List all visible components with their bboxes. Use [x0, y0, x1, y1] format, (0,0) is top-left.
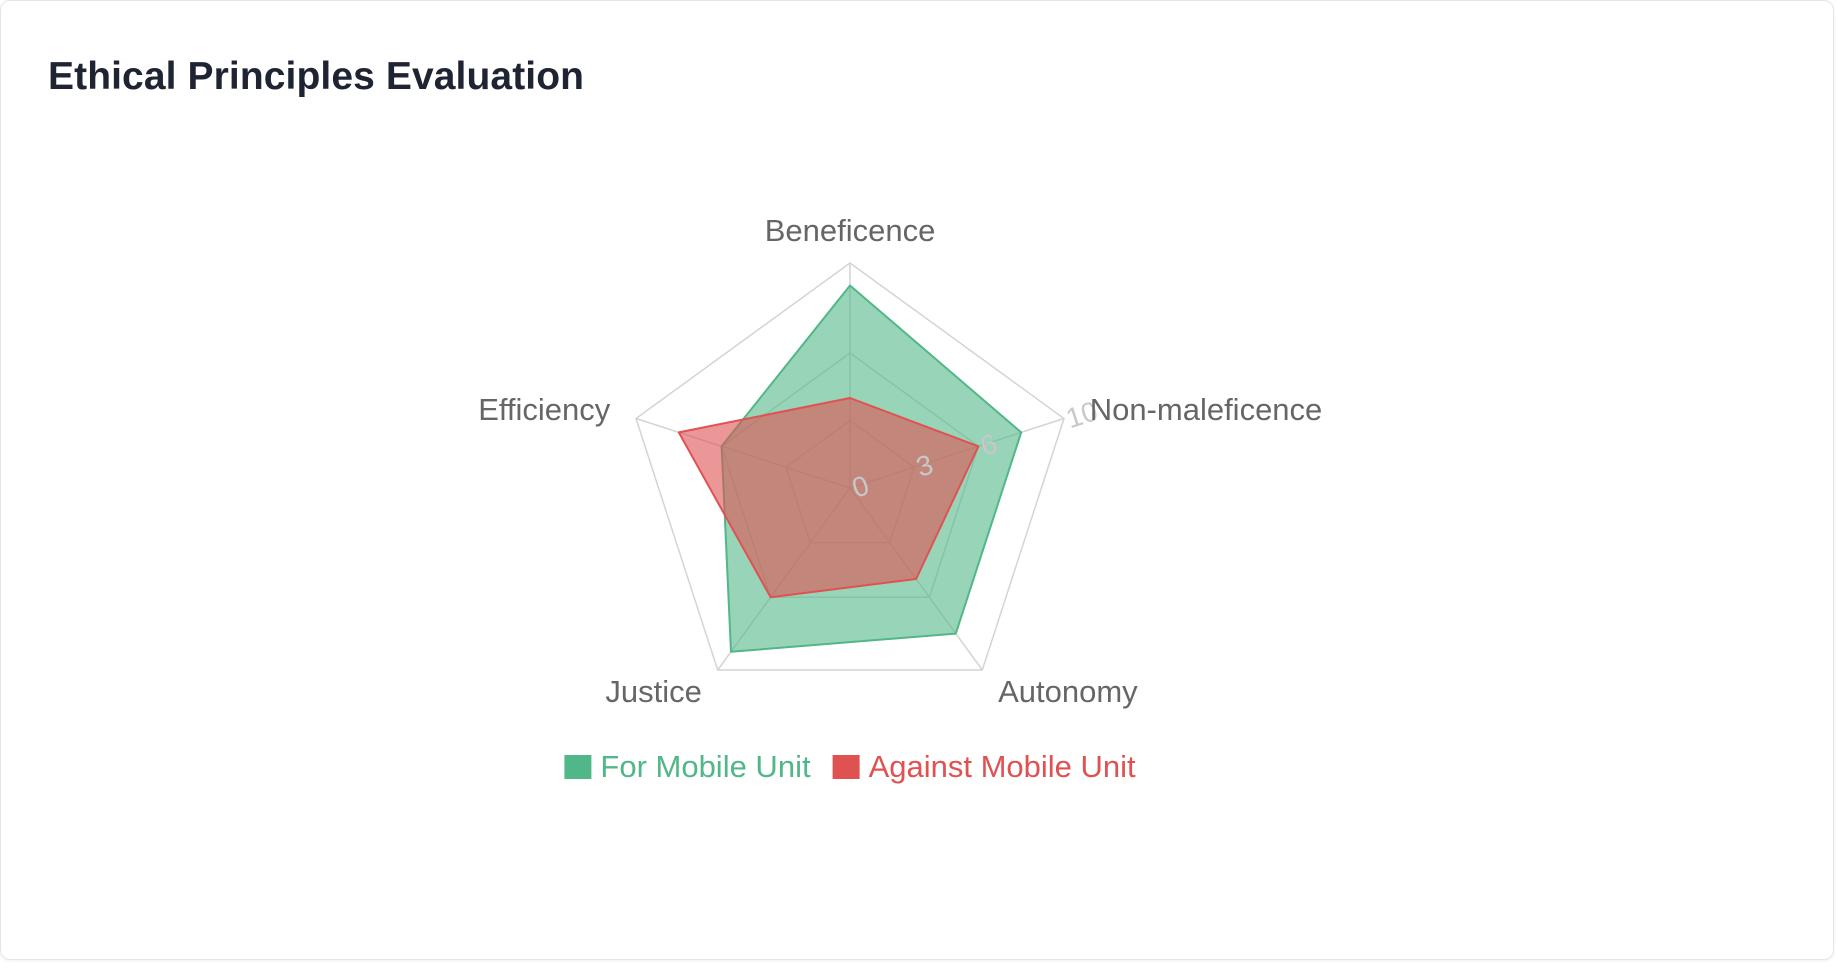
legend-item-1[interactable]: Against Mobile Unit — [832, 749, 1136, 784]
legend-label: Against Mobile Unit — [869, 749, 1136, 784]
chart-title: Ethical Principles Evaluation — [48, 55, 585, 98]
legend-label: For Mobile Unit — [600, 749, 811, 784]
legend-swatch — [564, 755, 592, 779]
chart-legend: For Mobile Unit Against Mobile Unit — [564, 749, 1136, 784]
legend-swatch — [832, 755, 860, 779]
axis-label-beneficence: Beneficence — [765, 213, 936, 248]
axis-label-non-maleficence: Non-maleficence — [1090, 392, 1323, 427]
radar-series — [677, 284, 1023, 653]
radar-axis-labels: Beneficence Non-maleficence Autonomy Justic… — [478, 213, 1322, 709]
legend-item-0[interactable]: For Mobile Unit — [564, 749, 811, 784]
grid-ring-10 — [635, 262, 1065, 671]
axis-label-efficiency: Efficiency — [478, 392, 611, 427]
axis-label-autonomy: Autonomy — [998, 674, 1138, 709]
axis-label-justice: Justice — [605, 674, 701, 709]
series-area-1[interactable] — [677, 397, 980, 599]
